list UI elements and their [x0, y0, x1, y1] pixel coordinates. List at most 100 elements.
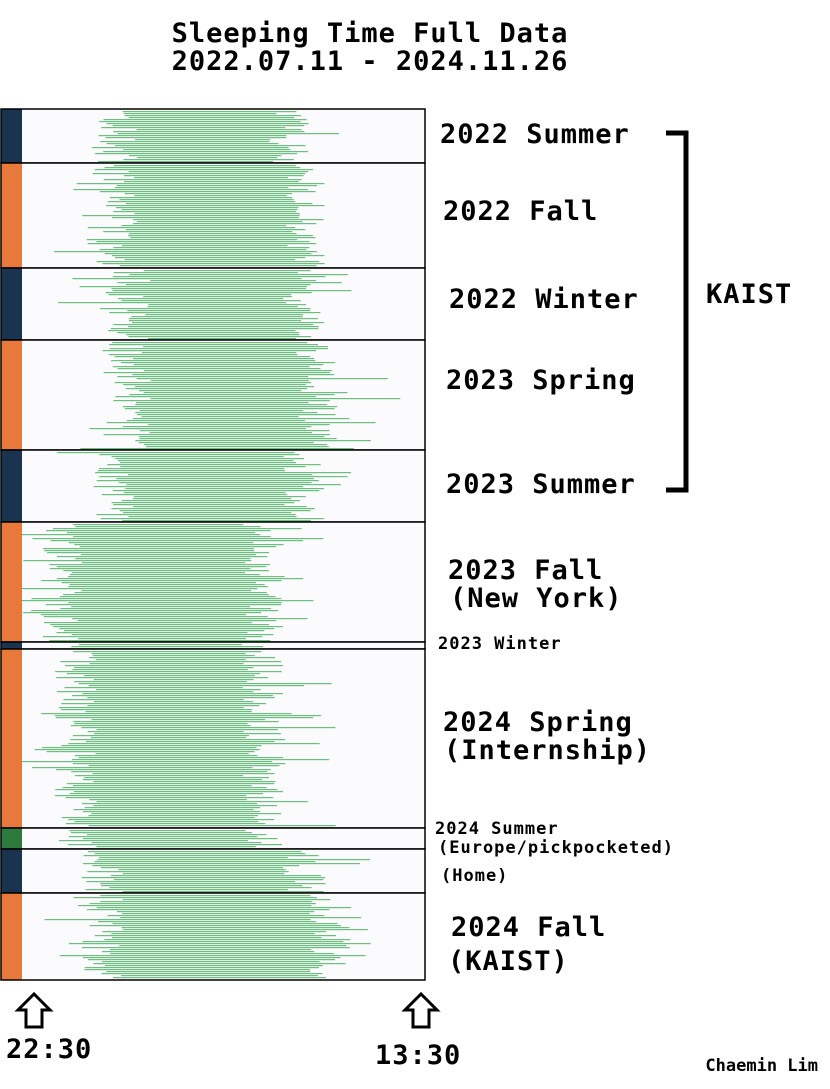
label-2024-fall-line2: (KAIST) [448, 946, 569, 977]
sleep-line [129, 394, 335, 396]
sleep-line [79, 644, 242, 646]
sleep-line [128, 320, 302, 322]
sleep-line [63, 570, 269, 572]
sleep-line [96, 801, 308, 803]
sleep-line [124, 181, 299, 183]
label-2022-summer: 2022 Summer [440, 119, 630, 150]
sleep-line [61, 745, 262, 747]
sleep-line [112, 125, 305, 127]
sleep-line [59, 840, 248, 842]
sleep-line [137, 221, 303, 223]
sleep-line [100, 895, 311, 897]
sleep-line [43, 636, 263, 638]
sleep-line [121, 300, 301, 302]
sleep-line [128, 233, 297, 235]
sleep-line [67, 783, 275, 785]
sleep-line [126, 484, 341, 486]
sleep-line [91, 813, 281, 815]
label-home: (Home) [441, 866, 509, 886]
sleep-line [74, 681, 247, 683]
sleep-line [69, 793, 263, 795]
sleep-line [49, 564, 271, 566]
sleep-line [47, 552, 269, 554]
sleep-line [99, 454, 300, 456]
sleep-line [46, 530, 271, 532]
sleep-line [73, 897, 317, 899]
sleep-line [98, 135, 287, 137]
label-2024-spring-line2: (Internship) [444, 735, 652, 766]
sleep-line [124, 408, 335, 410]
sleep-line [71, 646, 264, 648]
sleep-line [122, 520, 311, 522]
sleep-line [102, 951, 315, 953]
sleep-line [93, 679, 254, 681]
sleep-line [87, 871, 289, 873]
sleep-line [102, 931, 326, 933]
sleep-line [93, 805, 278, 807]
sleep-line [112, 342, 308, 344]
sleep-line [141, 416, 299, 418]
sleep-line [107, 915, 325, 917]
sleep-line [113, 272, 298, 274]
sleep-line [75, 558, 251, 560]
sleep-line [124, 115, 301, 117]
sleep-line [92, 773, 275, 775]
sleep-line [132, 322, 324, 324]
sleep-line [22, 600, 314, 602]
sleep-line [122, 406, 338, 408]
sleep-line [126, 334, 300, 336]
sleep-line [68, 743, 320, 745]
sleep-line [113, 247, 310, 249]
sleep-line [87, 227, 295, 229]
sleep-line [114, 165, 296, 167]
sleep-line [137, 414, 336, 416]
sleep-line [147, 338, 297, 340]
segment-indicator [1, 109, 22, 163]
sleep-line [72, 278, 302, 280]
sleep-line [110, 875, 322, 877]
sleep-line [87, 834, 267, 836]
sleep-line [88, 815, 259, 817]
sleep-line [87, 243, 317, 245]
sleep-line [72, 735, 250, 737]
sleep-line [134, 195, 287, 197]
panel-bg [22, 642, 425, 649]
sleep-line [123, 113, 277, 115]
sleep-line [68, 602, 282, 604]
sleep-line [123, 492, 286, 494]
sleep-line [115, 145, 306, 147]
sleep-line [113, 879, 324, 881]
sleep-line [98, 921, 317, 923]
sleep-line [80, 448, 354, 450]
sleep-line [90, 737, 246, 739]
sleep-line [34, 749, 260, 751]
sleep-line [68, 844, 282, 846]
sleep-line [63, 594, 269, 596]
sleep-line [114, 382, 311, 384]
sleep-line [60, 608, 271, 610]
axis-start-label: 22:30 [6, 1034, 93, 1065]
sleep-line [119, 199, 294, 201]
sleep-line [41, 580, 282, 582]
sleep-line [115, 257, 306, 259]
sleep-line [139, 410, 304, 412]
sleep-line [82, 941, 344, 943]
sleep-line [58, 302, 287, 304]
sleep-line [87, 697, 275, 699]
sleep-line [68, 586, 268, 588]
sleep-line [147, 306, 298, 308]
chart-title-line2: 2022.07.11 - 2024.11.26 [171, 46, 569, 77]
sleep-line [94, 733, 281, 735]
axis-end-label: 13:30 [375, 1040, 462, 1071]
sleep-line [86, 881, 296, 883]
sleep-line [150, 380, 309, 382]
sleep-line [138, 442, 314, 444]
sleep-line [88, 851, 302, 853]
segment-indicator [1, 450, 22, 522]
kaist-bracket [666, 130, 689, 493]
sleep-line [128, 516, 297, 518]
sleep-line [72, 759, 330, 761]
sleep-line [22, 534, 260, 536]
sleep-line [100, 141, 270, 143]
sleep-line [64, 687, 243, 689]
